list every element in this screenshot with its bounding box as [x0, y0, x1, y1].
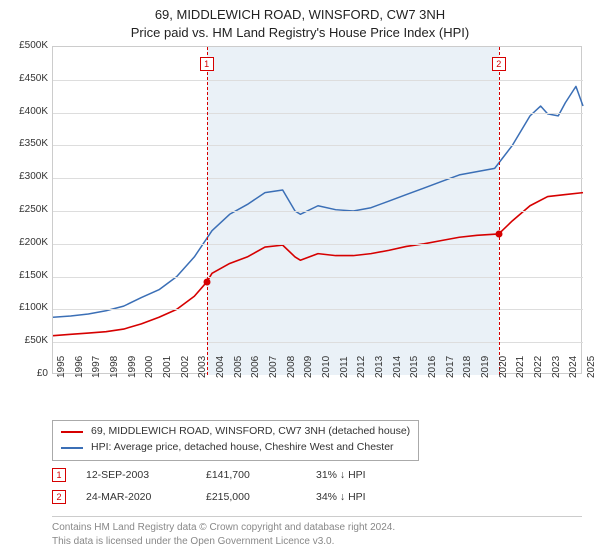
- x-axis-label: 2004: [215, 356, 226, 378]
- x-axis-label: 2007: [268, 356, 279, 378]
- x-axis-label: 1995: [56, 356, 67, 378]
- x-axis-label: 2003: [197, 356, 208, 378]
- legend-label: HPI: Average price, detached house, Ches…: [91, 440, 394, 456]
- y-axis-label: £0: [2, 368, 48, 379]
- x-axis-label: 2023: [551, 356, 562, 378]
- x-axis-label: 1999: [127, 356, 138, 378]
- legend-swatch: [61, 447, 83, 449]
- y-axis-label: £250K: [2, 204, 48, 215]
- x-axis-label: 2006: [250, 356, 261, 378]
- transaction-pct: 34% ↓ HPI: [316, 491, 406, 503]
- x-axis-label: 2014: [392, 356, 403, 378]
- chart-footer: Contains HM Land Registry data © Crown c…: [52, 516, 582, 548]
- chart-title-line1: 69, MIDDLEWICH ROAD, WINSFORD, CW7 3NH: [0, 6, 600, 24]
- y-axis-label: £200K: [2, 237, 48, 248]
- gridline-y: [53, 309, 583, 310]
- transaction-row-1: 1 12-SEP-2003 £141,700 31% ↓ HPI: [52, 468, 406, 482]
- gridline-y: [53, 178, 583, 179]
- chart-plot-area: 12: [52, 46, 582, 374]
- gridline-y: [53, 277, 583, 278]
- chart-title-line2: Price paid vs. HM Land Registry's House …: [0, 24, 600, 42]
- x-axis-label: 2012: [356, 356, 367, 378]
- footer-line2: This data is licensed under the Open Gov…: [52, 535, 582, 549]
- transaction-badge: 1: [52, 468, 66, 482]
- x-axis-label: 2021: [515, 356, 526, 378]
- chart-titles: 69, MIDDLEWICH ROAD, WINSFORD, CW7 3NH P…: [0, 0, 600, 41]
- gridline-y: [53, 211, 583, 212]
- x-axis-label: 2020: [498, 356, 509, 378]
- transaction-badge: 2: [52, 490, 66, 504]
- x-axis-label: 2011: [339, 356, 350, 378]
- x-axis-label: 1996: [74, 356, 85, 378]
- legend-row: HPI: Average price, detached house, Ches…: [61, 440, 410, 456]
- legend-label: 69, MIDDLEWICH ROAD, WINSFORD, CW7 3NH (…: [91, 424, 410, 440]
- transaction-row-2: 2 24-MAR-2020 £215,000 34% ↓ HPI: [52, 490, 406, 504]
- gridline-y: [53, 80, 583, 81]
- marker-line-1: [207, 47, 208, 375]
- gridline-y: [53, 244, 583, 245]
- transaction-price: £141,700: [206, 469, 296, 481]
- footer-line1: Contains HM Land Registry data © Crown c…: [52, 521, 582, 535]
- x-axis-label: 2024: [568, 356, 579, 378]
- x-axis-label: 2010: [321, 356, 332, 378]
- x-axis-label: 2016: [427, 356, 438, 378]
- sale-point-1: [203, 279, 210, 286]
- legend-swatch: [61, 431, 83, 433]
- gridline-y: [53, 342, 583, 343]
- gridline-y: [53, 145, 583, 146]
- x-axis-label: 2019: [480, 356, 491, 378]
- x-axis-label: 2025: [586, 356, 597, 378]
- x-axis-label: 2008: [286, 356, 297, 378]
- x-axis-label: 2017: [445, 356, 456, 378]
- x-axis-label: 2001: [162, 356, 173, 378]
- x-axis-label: 2015: [409, 356, 420, 378]
- x-axis-label: 2002: [180, 356, 191, 378]
- marker-badge-1: 1: [200, 57, 214, 71]
- legend-row: 69, MIDDLEWICH ROAD, WINSFORD, CW7 3NH (…: [61, 424, 410, 440]
- x-axis-label: 2000: [144, 356, 155, 378]
- y-axis-label: £400K: [2, 106, 48, 117]
- x-axis-label: 1998: [109, 356, 120, 378]
- series-hpi: [53, 86, 583, 317]
- gridline-y: [53, 113, 583, 114]
- transaction-pct: 31% ↓ HPI: [316, 469, 406, 481]
- y-axis-label: £500K: [2, 40, 48, 51]
- y-axis-label: £450K: [2, 73, 48, 84]
- x-axis-label: 2009: [303, 356, 314, 378]
- y-axis-label: £100K: [2, 302, 48, 313]
- marker-badge-2: 2: [492, 57, 506, 71]
- transaction-date: 24-MAR-2020: [86, 491, 186, 503]
- x-axis-label: 1997: [91, 356, 102, 378]
- sale-point-2: [495, 230, 502, 237]
- x-axis-label: 2013: [374, 356, 385, 378]
- x-axis-label: 2005: [233, 356, 244, 378]
- y-axis-label: £350K: [2, 138, 48, 149]
- x-axis-label: 2022: [533, 356, 544, 378]
- y-axis-label: £150K: [2, 270, 48, 281]
- y-axis-label: £50K: [2, 335, 48, 346]
- chart-legend: 69, MIDDLEWICH ROAD, WINSFORD, CW7 3NH (…: [52, 420, 419, 461]
- transaction-date: 12-SEP-2003: [86, 469, 186, 481]
- transaction-price: £215,000: [206, 491, 296, 503]
- series-price_paid: [53, 193, 583, 336]
- x-axis-label: 2018: [462, 356, 473, 378]
- y-axis-label: £300K: [2, 171, 48, 182]
- marker-line-2: [499, 47, 500, 375]
